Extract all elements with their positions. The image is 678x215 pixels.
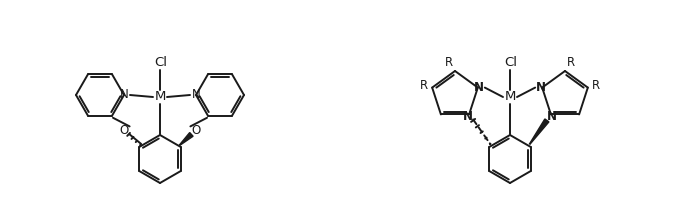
Text: N: N [192, 89, 201, 101]
Text: N: N [536, 81, 546, 94]
Text: R: R [592, 79, 600, 92]
Text: M: M [155, 91, 165, 103]
Text: O: O [192, 124, 201, 137]
Text: N: N [119, 89, 128, 101]
Text: N: N [547, 110, 557, 123]
Text: R: R [445, 57, 453, 69]
Text: R: R [567, 57, 575, 69]
Text: Cl: Cl [504, 55, 517, 69]
Text: M: M [504, 91, 516, 103]
Polygon shape [180, 132, 193, 145]
Polygon shape [530, 119, 549, 144]
Text: O: O [119, 124, 128, 137]
Text: Cl: Cl [155, 55, 167, 69]
Text: N: N [463, 110, 473, 123]
Text: N: N [474, 81, 484, 94]
Text: R: R [420, 79, 428, 92]
